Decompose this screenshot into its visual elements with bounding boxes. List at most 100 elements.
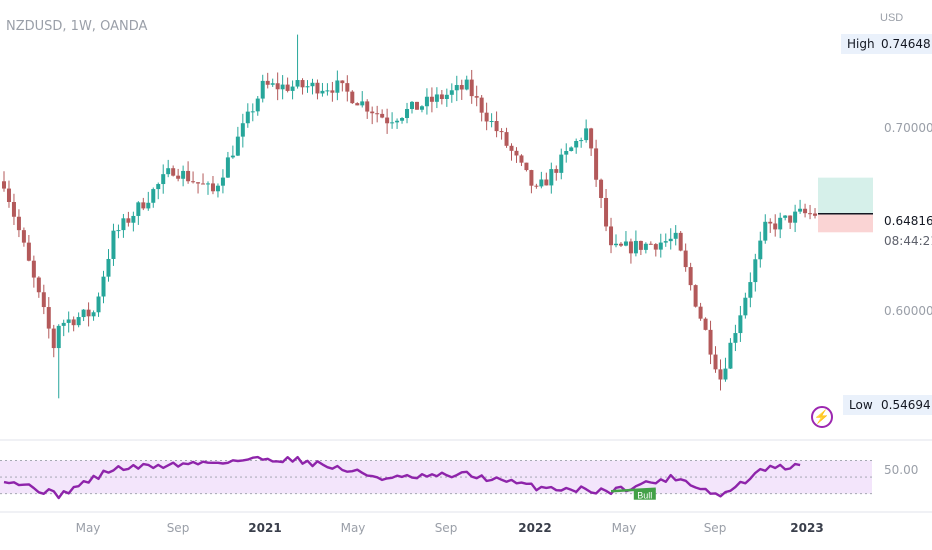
candle-body	[116, 230, 121, 232]
candle-body	[673, 232, 678, 239]
candle-body	[335, 80, 340, 93]
candle-body	[136, 202, 141, 216]
candle-body	[410, 101, 414, 109]
candle-body	[549, 169, 554, 186]
candle-body	[753, 259, 758, 283]
candle-body	[663, 241, 668, 243]
low-value: 0.54694	[875, 395, 932, 415]
candle-body	[166, 168, 171, 175]
candle-body	[245, 111, 250, 124]
time-tick: May	[75, 521, 101, 535]
candle-body	[658, 242, 663, 250]
candle-body	[728, 342, 733, 369]
candle-body	[519, 155, 524, 163]
candle-body	[91, 312, 96, 317]
candle-body	[609, 226, 614, 246]
candle-body	[350, 91, 355, 104]
candle-body	[151, 189, 156, 203]
candle-body	[270, 83, 275, 85]
candle-body	[509, 145, 514, 151]
candle-body	[230, 155, 235, 158]
candle-body	[773, 223, 778, 230]
last-price-value: 0.64816	[884, 214, 932, 228]
candle-body	[648, 243, 653, 245]
candle-body	[405, 108, 410, 118]
candle-body	[315, 82, 320, 94]
candle-body	[768, 221, 773, 224]
candle-body	[176, 175, 181, 179]
candle-body	[2, 181, 6, 189]
candle-body	[36, 277, 41, 293]
candle-body	[449, 90, 454, 95]
candle-body	[604, 197, 609, 227]
candle-body	[539, 179, 544, 187]
candle-body	[579, 140, 584, 142]
candle-body	[713, 354, 718, 370]
candle-body	[454, 85, 459, 91]
candle-body	[703, 318, 708, 330]
candle-body	[524, 162, 529, 171]
candle-body	[365, 101, 370, 112]
candle-body	[494, 121, 499, 132]
candle-body	[206, 183, 210, 185]
candle-body	[11, 201, 16, 217]
candle-body	[66, 319, 71, 323]
candle-body	[788, 215, 793, 223]
candle-body	[733, 333, 738, 343]
candle-body	[569, 147, 574, 152]
candle-body	[81, 309, 86, 318]
candle-body	[434, 94, 439, 102]
candle-body	[186, 170, 191, 182]
candle-body	[643, 243, 648, 250]
candle-body	[320, 90, 325, 94]
candle-body	[275, 83, 280, 90]
candle-body	[594, 148, 599, 180]
candle-body	[121, 218, 126, 231]
symbol-title: NZDUSD, 1W, OANDA	[6, 19, 148, 34]
candle-body	[504, 132, 509, 146]
candle-body	[623, 241, 628, 246]
candle-body	[429, 96, 434, 102]
candle-body	[589, 128, 594, 149]
candle-body	[390, 122, 395, 124]
candle-body	[763, 221, 768, 241]
candle-body	[783, 215, 788, 218]
candle-body	[171, 168, 176, 176]
candle-body	[131, 215, 136, 223]
candle-body	[21, 230, 26, 243]
rsi-line	[3, 455, 801, 500]
candle-body	[280, 84, 285, 90]
candle-body	[618, 243, 623, 246]
candle-body	[395, 120, 400, 123]
candle-body	[285, 84, 290, 91]
candle-body	[385, 117, 390, 124]
candle-body	[803, 208, 808, 214]
candle-body	[793, 211, 798, 223]
candle-body	[683, 250, 688, 268]
candle-body	[325, 90, 330, 92]
candle-body	[181, 170, 186, 179]
candle-body	[554, 169, 559, 173]
candle-body	[56, 325, 61, 349]
candle-body	[300, 80, 305, 88]
candle-body	[678, 232, 683, 251]
candle-body	[564, 151, 569, 155]
candle-body	[489, 121, 494, 123]
lightning-alert-icon[interactable]: ⚡	[811, 406, 833, 428]
candle-body	[340, 80, 345, 84]
candle-body	[210, 183, 215, 192]
candle-body	[778, 217, 783, 230]
time-tick: May	[611, 521, 637, 535]
candle-body	[474, 96, 479, 98]
candle-body	[718, 369, 723, 380]
candle-body	[633, 240, 638, 254]
rsi-tick: 50.00	[884, 463, 919, 477]
time-tick: Sep	[434, 521, 458, 535]
candle-body	[574, 141, 579, 148]
candle-body	[534, 185, 539, 187]
candle-body	[220, 177, 225, 186]
candle-body	[529, 170, 534, 186]
candle-body	[758, 240, 763, 260]
candle-body	[111, 230, 116, 259]
